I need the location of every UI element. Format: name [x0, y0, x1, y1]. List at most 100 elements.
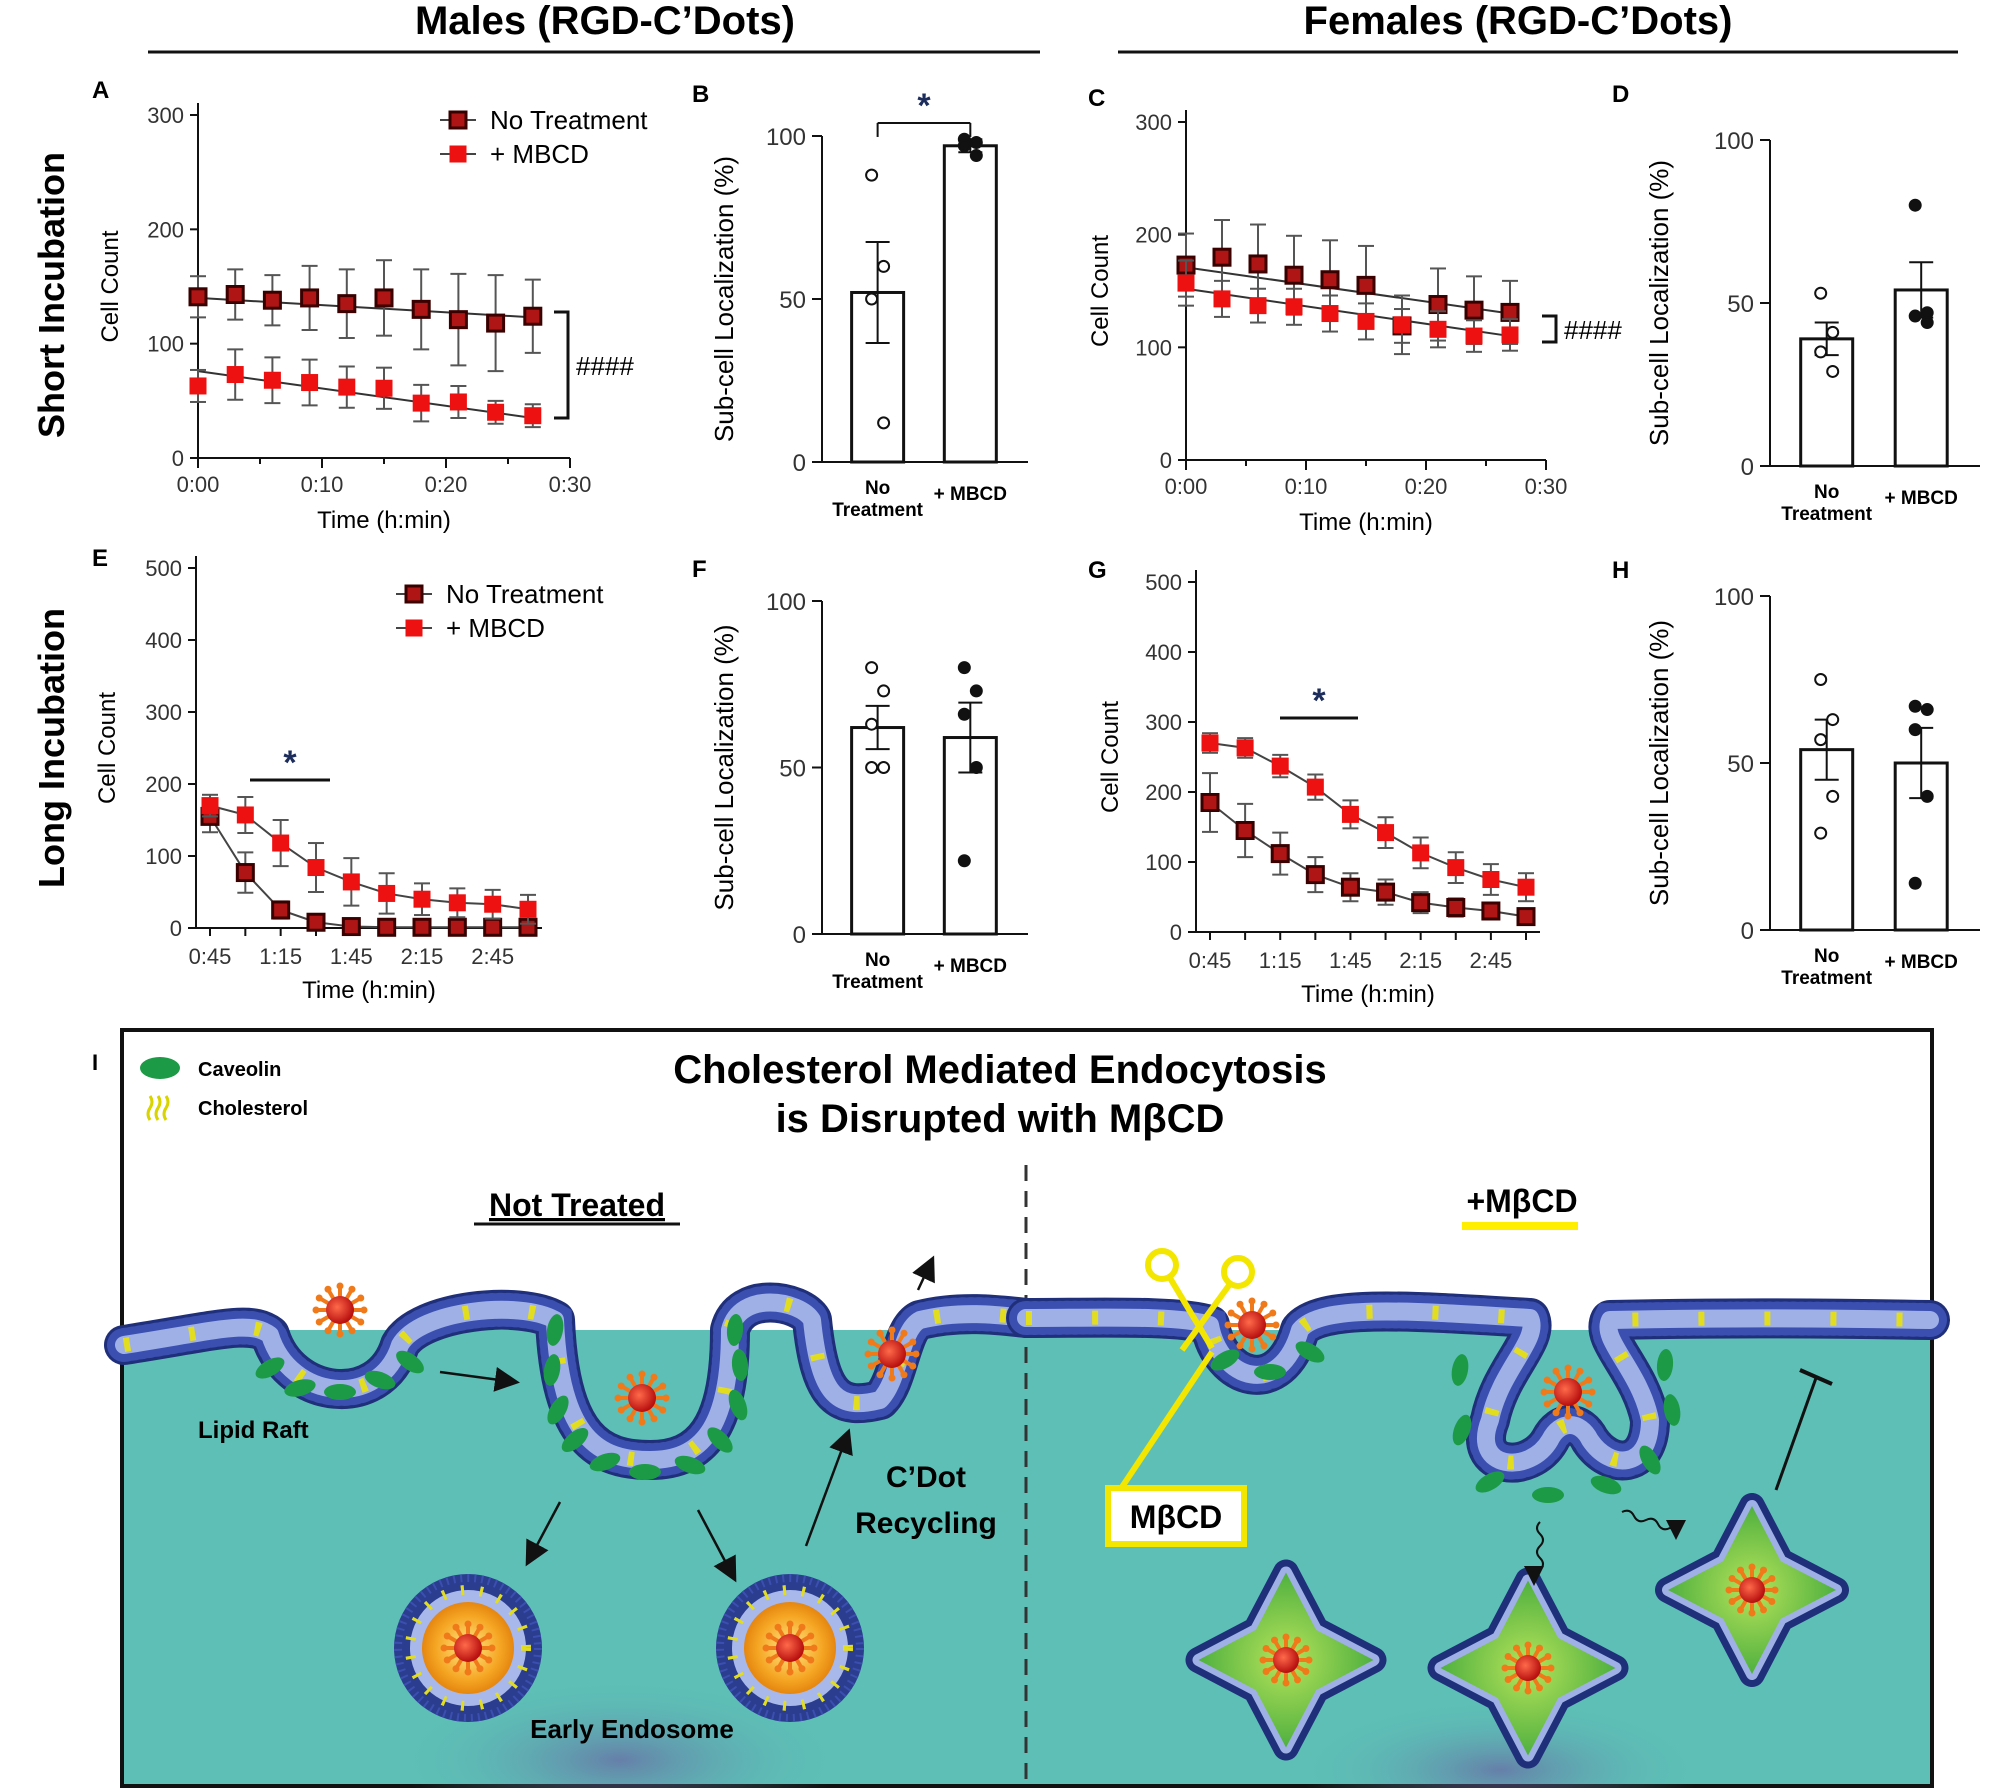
data-point-a-1: [375, 379, 393, 397]
data-point-f: [957, 661, 971, 675]
data-point-h: [1814, 733, 1828, 747]
y-axis-label-c: Cell Count: [1087, 235, 1114, 347]
data-point-d: [1908, 198, 1922, 212]
x-tick-label-h: No: [1814, 946, 1839, 967]
nanoparticle-ligand-tip: [324, 1285, 332, 1293]
y-tick-label-d: 100: [1714, 128, 1754, 155]
nanoparticle-ligand-tip: [1272, 1321, 1280, 1329]
y-tick-label-g: 300: [1145, 710, 1182, 735]
series-line-g-0: [1209, 801, 1527, 918]
caveolin-protein: [1295, 1341, 1325, 1363]
data-point-d: [1826, 325, 1840, 339]
legend-caveolin: Caveolin: [198, 1059, 281, 1081]
nanoparticle-ligand-tip: [1725, 1586, 1733, 1594]
x-tick-label-f: Treatment: [832, 972, 923, 993]
x-tick-label-c: 0:10: [1285, 474, 1328, 499]
data-point-g-1: [1341, 805, 1359, 823]
data-point-a-1: [412, 394, 430, 412]
bar-f-0: [850, 726, 906, 936]
data-point-f: [957, 707, 971, 721]
significance-bracket-a: [554, 310, 570, 420]
nanoparticle-ligand-tip: [1302, 1645, 1310, 1652]
arrow-exocytosis: [912, 1255, 935, 1291]
y-tick-label-a: 0: [172, 446, 184, 471]
nanoparticle-ligand-tip: [1524, 1687, 1532, 1695]
y-tick-label-g: 200: [1145, 780, 1182, 805]
recycling-label-line1: C’Dot: [886, 1461, 966, 1494]
data-point-e-1: [236, 806, 254, 824]
significance-star-b: *: [917, 87, 931, 125]
nanoparticle-ligand-tip: [786, 1668, 794, 1676]
cdot-nanoparticle: [1515, 1655, 1541, 1681]
nanoparticle-ligand-tip: [1540, 1388, 1548, 1396]
data-point-g-1: [1447, 859, 1465, 877]
data-point-c-0: [1500, 302, 1520, 322]
panel-f-chart: F 0 50 100 Sub-cell Localization (%) NoTreatm…: [692, 556, 1028, 993]
caveolin-protein: [396, 1350, 424, 1374]
legend-marker-e: [405, 619, 423, 637]
panel-letter-a: A: [92, 77, 109, 104]
data-point-e-1: [272, 834, 290, 852]
nanoparticle-ligand-tip: [1585, 1376, 1593, 1384]
nanoparticle-ligand-tip: [443, 1656, 451, 1664]
cholesterol-icon: [146, 1095, 170, 1121]
data-point-g-0: [1376, 882, 1396, 902]
nanoparticle-ligand-tip: [1227, 1309, 1235, 1317]
significance-star-g: *: [1312, 682, 1326, 720]
data-point-g-1: [1201, 734, 1219, 752]
nanoparticle-ligand-tip: [1524, 1641, 1532, 1649]
caveolin-protein: [1663, 1394, 1681, 1426]
data-point-a-1: [338, 378, 356, 396]
data-point-c-1: [1429, 320, 1447, 338]
data-point-e-0: [447, 917, 467, 937]
caveolin-protein: [547, 1395, 569, 1425]
bar-d-0: [1799, 337, 1855, 468]
x-tick-label-d: + MBCD: [1885, 488, 1958, 509]
caveolin-protein: [1452, 1414, 1472, 1446]
nanoparticle-ligand-tip: [1305, 1656, 1313, 1664]
females-header: Females (RGD-C’Dots): [1304, 0, 1733, 43]
nanoparticle-ligand-tip: [452, 1665, 460, 1673]
data-point-a-0: [374, 288, 394, 308]
caveolin-protein: [324, 1384, 356, 1400]
y-tick-label-g: 400: [1145, 640, 1182, 665]
x-tick-label-a: 0:20: [425, 472, 468, 497]
nanoparticle-ligand-tip: [1269, 1309, 1277, 1317]
nanoparticle-ligand-tip: [876, 1329, 884, 1337]
nanoparticle-ligand-tip: [312, 1306, 320, 1314]
nanoparticle-ligand-tip: [1552, 1367, 1560, 1375]
data-point-a-1: [524, 407, 542, 425]
data-point-g-1: [1482, 871, 1500, 888]
data-point-e-1: [307, 859, 325, 877]
nanoparticle-ligand-tip: [1269, 1333, 1277, 1341]
y-axis-label-a: Cell Count: [97, 230, 124, 342]
organelles: [255, 1282, 1849, 1769]
data-point-e-0: [483, 917, 503, 937]
y-tick-label-d: 0: [1741, 454, 1754, 481]
x-tick-label-g: 1:15: [1259, 948, 1302, 973]
x-tick-label-g: 2:15: [1399, 948, 1442, 973]
nanoparticle-ligand-tip: [1748, 1563, 1756, 1571]
data-point-g-1: [1236, 739, 1254, 757]
data-point-g-1: [1271, 757, 1289, 775]
x-tick-label-g: 0:45: [1189, 948, 1232, 973]
data-point-e-1: [342, 873, 360, 891]
data-point-a-1: [226, 366, 244, 384]
cdot-nanoparticle: [628, 1384, 656, 1412]
diagram-title-line2: is Disrupted with MβCD: [776, 1097, 1225, 1141]
y-tick-label-a: 100: [147, 332, 184, 357]
data-point-f: [865, 717, 879, 731]
membrane-right-tails: [1017, 1302, 1939, 1472]
nanoparticle-ligand-tip: [659, 1382, 667, 1390]
panel-letter-c: C: [1088, 85, 1105, 112]
x-tick-label-b: Treatment: [832, 500, 923, 521]
nanoparticle-ligand-tip: [315, 1318, 323, 1326]
caveolin-protein: [561, 1428, 589, 1452]
data-point-c-1: [1321, 305, 1339, 323]
arrow-to-endosome-right: [696, 1509, 737, 1583]
y-tick-label-e: 400: [145, 628, 182, 653]
nanoparticle-ligand-tip: [452, 1623, 460, 1631]
caveolin-protein: [589, 1452, 621, 1472]
nanoparticle-ligand-tip: [1536, 1644, 1543, 1652]
data-point-a-1: [301, 374, 319, 392]
